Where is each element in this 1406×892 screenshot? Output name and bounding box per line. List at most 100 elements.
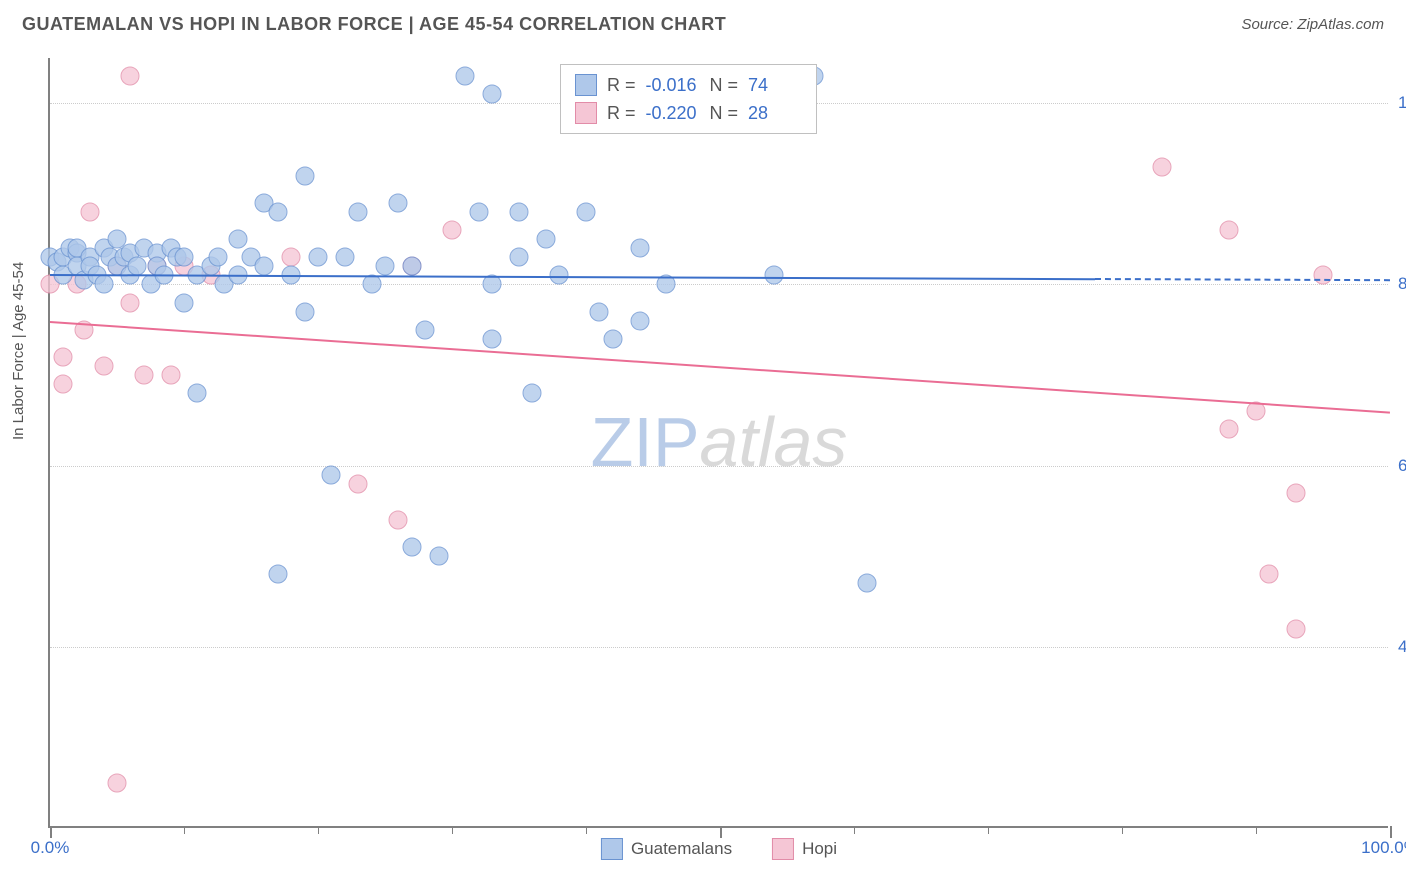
chart-source: Source: ZipAtlas.com (1241, 16, 1384, 33)
data-point-hopi (1153, 157, 1172, 176)
data-point-guatemalans (188, 384, 207, 403)
x-tick-major (1390, 826, 1392, 838)
legend-item-hopi: Hopi (772, 838, 837, 860)
data-point-hopi (349, 474, 368, 493)
data-point-guatemalans (858, 574, 877, 593)
gridline (50, 647, 1388, 648)
data-point-guatemalans (128, 257, 147, 276)
data-point-guatemalans (94, 275, 113, 294)
data-point-guatemalans (402, 257, 421, 276)
data-point-guatemalans (309, 248, 328, 267)
legend-swatch (772, 838, 794, 860)
stat-r-label: R = (607, 71, 636, 99)
data-point-guatemalans (175, 248, 194, 267)
data-point-guatemalans (429, 547, 448, 566)
data-point-guatemalans (335, 248, 354, 267)
data-point-guatemalans (630, 239, 649, 258)
y-tick-label: 80.0% (1398, 274, 1406, 294)
data-point-guatemalans (295, 166, 314, 185)
correlation-stats-box: R = -0.016 N = 74 R = -0.220 N = 28 (560, 64, 817, 134)
data-point-hopi (108, 773, 127, 792)
data-point-hopi (1314, 266, 1333, 285)
data-point-hopi (54, 347, 73, 366)
data-point-hopi (389, 511, 408, 530)
data-point-guatemalans (349, 203, 368, 222)
gridline (50, 466, 1388, 467)
x-tick-major (50, 826, 52, 838)
trendline (1095, 278, 1390, 281)
x-tick-minor (318, 826, 319, 834)
data-point-guatemalans (603, 329, 622, 348)
y-tick-label: 100.0% (1398, 93, 1406, 113)
x-tick-minor (452, 826, 453, 834)
legend-item-guatemalans: Guatemalans (601, 838, 732, 860)
y-tick-label: 60.0% (1398, 456, 1406, 476)
data-point-guatemalans (322, 465, 341, 484)
data-point-guatemalans (208, 248, 227, 267)
x-tick-major (720, 826, 722, 838)
y-axis-label: In Labor Force | Age 45-54 (10, 262, 27, 440)
data-point-hopi (134, 366, 153, 385)
x-tick-minor (1122, 826, 1123, 834)
data-point-hopi (54, 375, 73, 394)
x-tick-minor (854, 826, 855, 834)
data-point-hopi (94, 357, 113, 376)
chart-title: GUATEMALAN VS HOPI IN LABOR FORCE | AGE … (22, 14, 726, 35)
legend-swatch (601, 838, 623, 860)
data-point-guatemalans (362, 275, 381, 294)
x-tick-minor (1256, 826, 1257, 834)
data-point-hopi (282, 248, 301, 267)
chart-plot-area: ZIPatlas 40.0%60.0%80.0%100.0%0.0%100.0%… (48, 58, 1388, 828)
data-point-guatemalans (469, 203, 488, 222)
data-point-guatemalans (255, 257, 274, 276)
data-point-guatemalans (376, 257, 395, 276)
data-point-guatemalans (590, 302, 609, 321)
data-point-guatemalans (630, 311, 649, 330)
data-point-hopi (121, 67, 140, 86)
stat-r-value: -0.016 (646, 71, 700, 99)
gridline (50, 284, 1388, 285)
trendline (50, 321, 1390, 414)
x-tick-minor (184, 826, 185, 834)
data-point-guatemalans (268, 203, 287, 222)
data-point-guatemalans (228, 230, 247, 249)
stat-r-value: -0.220 (646, 99, 700, 127)
stats-swatch (575, 102, 597, 124)
legend: Guatemalans Hopi (601, 838, 837, 860)
stat-r-label: R = (607, 99, 636, 127)
data-point-hopi (1260, 565, 1279, 584)
x-tick-label: 100.0% (1361, 838, 1406, 858)
data-point-hopi (1287, 483, 1306, 502)
data-point-guatemalans (295, 302, 314, 321)
stat-n-value: 28 (748, 99, 802, 127)
data-point-guatemalans (456, 67, 475, 86)
stats-row: R = -0.016 N = 74 (575, 71, 802, 99)
data-point-guatemalans (389, 193, 408, 212)
stat-n-label: N = (710, 99, 739, 127)
data-point-hopi (1220, 420, 1239, 439)
data-point-guatemalans (268, 565, 287, 584)
data-point-guatemalans (764, 266, 783, 285)
data-point-guatemalans (402, 538, 421, 557)
data-point-hopi (1287, 619, 1306, 638)
data-point-guatemalans (577, 203, 596, 222)
stat-n-value: 74 (748, 71, 802, 99)
x-tick-label: 0.0% (31, 838, 70, 858)
data-point-guatemalans (483, 85, 502, 104)
data-point-hopi (121, 293, 140, 312)
stats-swatch (575, 74, 597, 96)
data-point-guatemalans (483, 329, 502, 348)
stat-n-label: N = (710, 71, 739, 99)
data-point-guatemalans (510, 203, 529, 222)
data-point-guatemalans (175, 293, 194, 312)
data-point-hopi (161, 366, 180, 385)
stats-row: R = -0.220 N = 28 (575, 99, 802, 127)
data-point-guatemalans (510, 248, 529, 267)
data-point-hopi (81, 203, 100, 222)
data-point-hopi (1220, 221, 1239, 240)
legend-label: Hopi (802, 839, 837, 859)
data-point-guatemalans (536, 230, 555, 249)
data-point-guatemalans (523, 384, 542, 403)
legend-label: Guatemalans (631, 839, 732, 859)
x-tick-minor (586, 826, 587, 834)
